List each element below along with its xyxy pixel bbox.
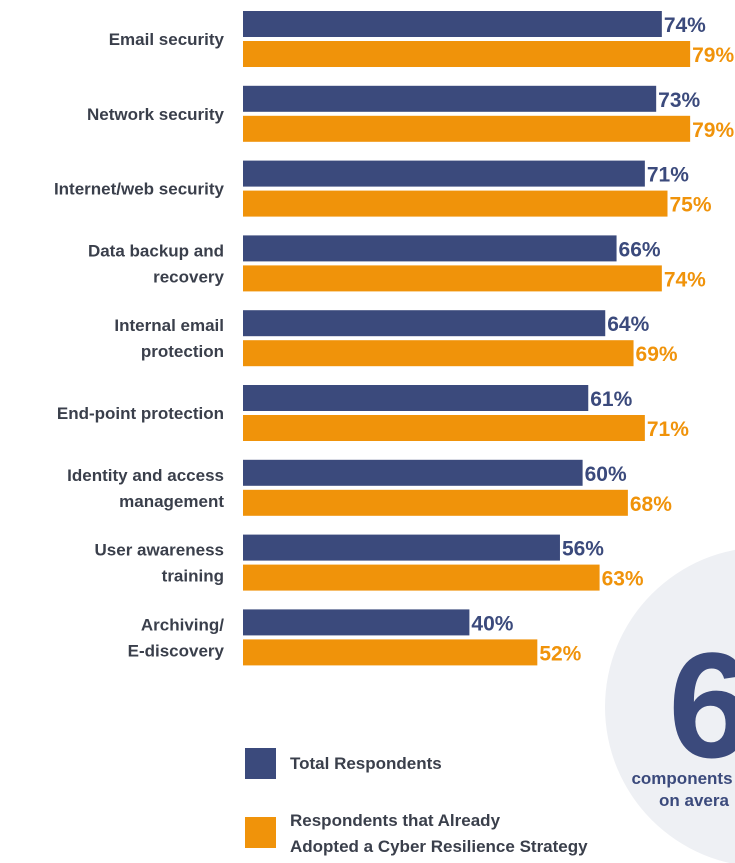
bar-adopted-1 [243,115,691,142]
legend-swatch-adopted [245,817,276,848]
value-label-total-1: 73% [658,89,700,112]
badge-circle [605,549,735,863]
bar-total-4 [243,310,606,337]
legend-label-total: Total Respondents [290,754,442,773]
bar-adopted-0 [243,41,691,67]
badge-text-line-2: on avera [659,791,729,810]
bar-total-7 [243,534,560,561]
category-label-6-line-2: management [119,492,224,511]
bar-adopted-2 [243,190,668,217]
value-label-adopted-3: 74% [664,268,706,291]
category-label-7-line-1: User awareness [95,541,224,560]
value-label-total-4: 64% [607,313,649,336]
value-label-adopted-8: 52% [539,642,581,665]
value-label-total-0: 74% [664,14,706,37]
bar-adopted-5 [243,415,645,441]
category-label-0: Email security [109,30,225,49]
value-label-total-5: 61% [590,388,632,411]
value-label-adopted-1: 79% [692,119,734,142]
value-label-adopted-2: 75% [670,194,712,217]
legend-label-adopted-line-1: Respondents that Already [290,811,501,830]
bar-adopted-7 [243,564,600,591]
bar-total-5 [243,385,589,411]
category-label-8-line-1: Archiving/ [141,615,224,634]
bar-adopted-4 [243,340,634,367]
category-label-3-line-1: Data backup and [88,241,224,260]
category-label-4-line-1: Internal email [114,316,224,335]
bar-total-2 [243,160,645,187]
category-label-1: Network security [87,105,225,124]
category-label-2: Internet/web security [54,180,225,199]
value-label-total-2: 71% [647,164,689,187]
bar-adopted-6 [243,489,628,516]
bar-total-0 [243,11,662,37]
category-label-3-line-2: recovery [153,267,224,286]
category-label-6-line-1: Identity and access [67,466,224,485]
value-label-adopted-6: 68% [630,493,672,516]
labels-layer: 74% 79% Email security 73% 79% Network securi… [54,14,735,665]
value-label-total-6: 60% [585,463,627,486]
value-label-adopted-7: 63% [602,568,644,591]
category-label-8-line-2: E-discovery [128,641,225,660]
bar-total-1 [243,85,657,112]
value-label-total-3: 66% [619,238,661,261]
category-label-5: End-point protection [57,404,224,423]
legend-label-adopted-line-2: Adopted a Cyber Resilience Strategy [290,837,588,856]
bars-layer [243,11,691,666]
value-label-adopted-0: 79% [692,44,734,67]
bar-adopted-8 [243,639,538,666]
category-label-4-line-2: protection [141,342,224,361]
legend-swatch-total [245,748,276,779]
value-label-total-8: 40% [471,612,513,635]
badge-text-line-1: components [631,769,732,788]
bar-total-3 [243,235,617,262]
value-label-adopted-5: 71% [647,418,689,441]
bar-total-8 [243,609,470,636]
category-label-7-line-2: training [162,567,224,586]
bar-adopted-3 [243,265,662,292]
value-label-adopted-4: 69% [636,343,678,366]
bar-total-6 [243,459,583,486]
badge-number: 6 [668,621,735,789]
value-label-total-7: 56% [562,538,604,561]
